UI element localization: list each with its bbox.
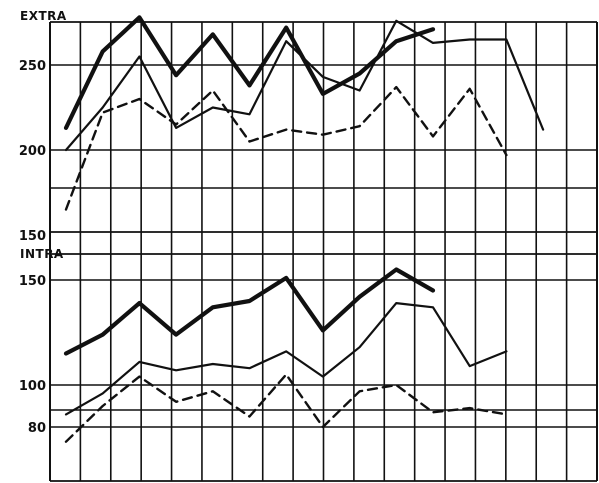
- intra-panel-title: INTRA: [20, 247, 64, 261]
- chart-series: [63, 15, 545, 443]
- y-tick-label: 150: [19, 229, 46, 244]
- chart-labels: EXTRA INTRA 30025020015015010080: [19, 9, 67, 436]
- extra-panel-title: EXTRA: [20, 9, 67, 23]
- series-line-dashed: [64, 85, 508, 211]
- y-tick-label: 200: [19, 144, 46, 159]
- chart-grid: [49, 21, 598, 482]
- series-line-thick: [63, 15, 436, 130]
- y-tick-label: 80: [28, 421, 46, 436]
- series-line-thin: [64, 302, 508, 416]
- y-tick-label: 100: [19, 379, 46, 394]
- series-line-thick: [63, 267, 436, 356]
- series-line-thin: [64, 19, 545, 152]
- y-tick-label: 150: [19, 274, 46, 289]
- y-tick-label: 250: [19, 59, 46, 74]
- series-line-dashed: [64, 373, 508, 443]
